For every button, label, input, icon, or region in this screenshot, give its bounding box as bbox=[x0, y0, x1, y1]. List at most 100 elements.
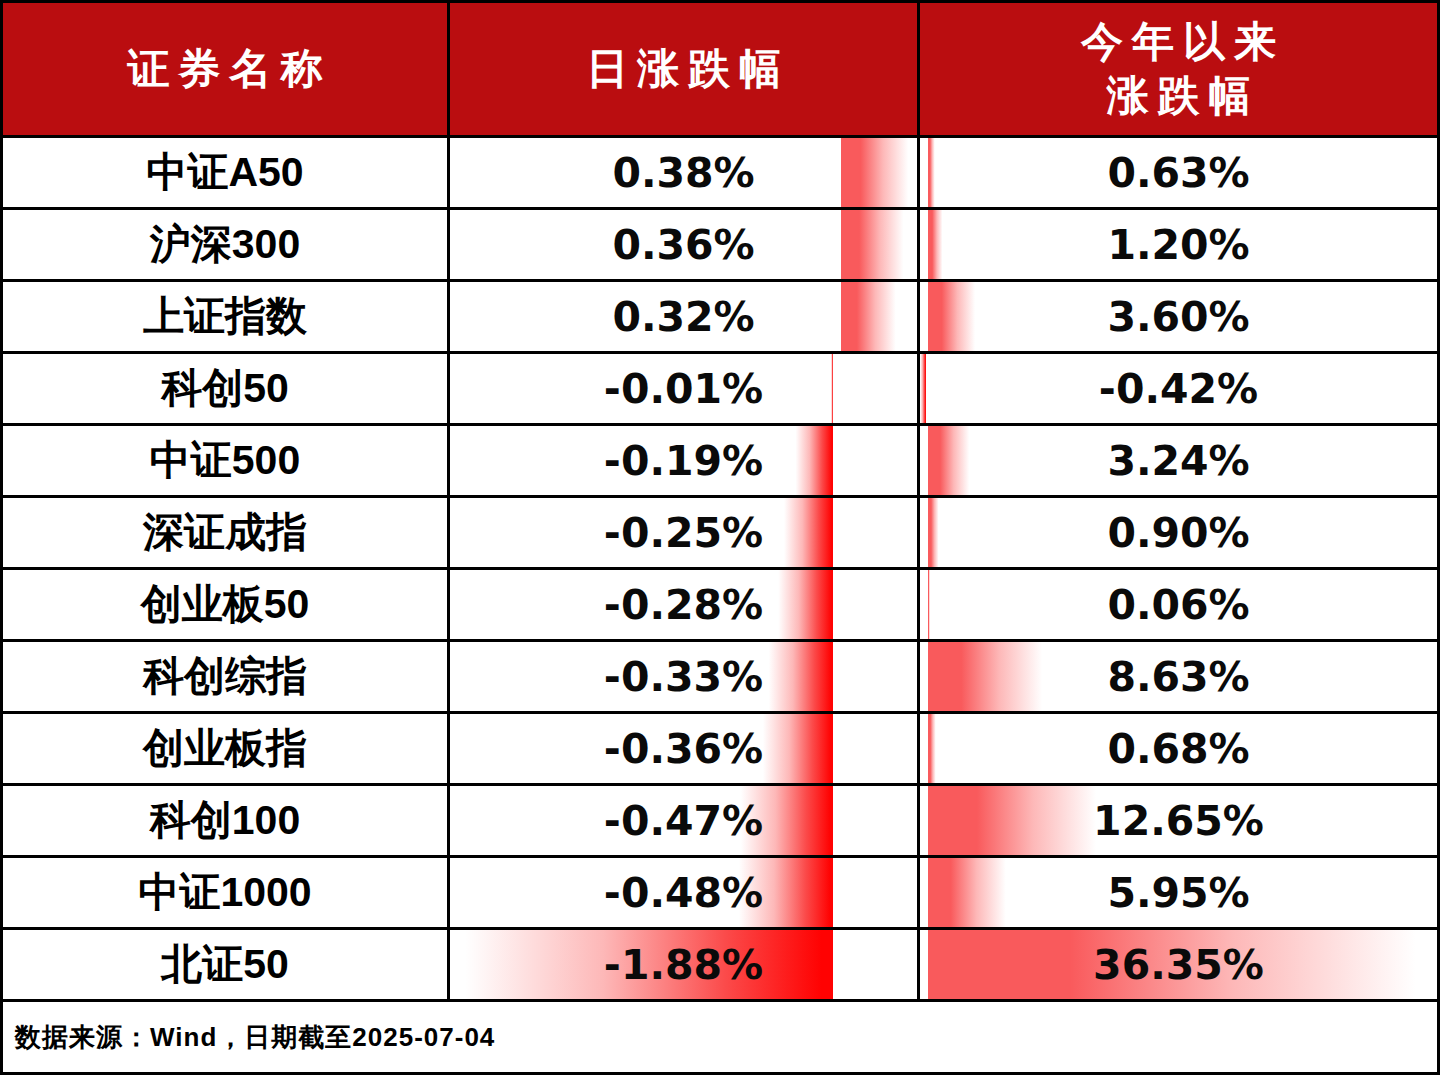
daily-change-cell: -0.01% bbox=[450, 354, 917, 423]
daily-change-cell: -0.48% bbox=[450, 858, 917, 927]
ytd-change-cell: 0.06% bbox=[920, 570, 1437, 639]
data-source-note: 数据来源：Wind，日期截至2025-07-04 bbox=[3, 1002, 1437, 1072]
security-name-label: 创业板指 bbox=[143, 721, 307, 776]
positive-data-bar bbox=[928, 714, 936, 783]
security-name-cell: 中证A50 bbox=[3, 138, 447, 207]
positive-data-bar bbox=[928, 858, 1009, 927]
daily-change-value: 0.36% bbox=[612, 221, 754, 269]
ytd-change-value: 0.68% bbox=[1107, 725, 1249, 773]
header-security-name: 证券名称 bbox=[3, 3, 447, 135]
daily-change-value: 0.32% bbox=[612, 293, 754, 341]
ytd-change-value: 0.06% bbox=[1107, 581, 1249, 629]
ytd-change-value: 12.65% bbox=[1093, 797, 1264, 845]
positive-data-bar bbox=[928, 282, 977, 351]
daily-change-value: -0.01% bbox=[604, 365, 763, 413]
security-name-cell: 中证500 bbox=[3, 426, 447, 495]
daily-change-value: 0.38% bbox=[612, 149, 754, 197]
security-name-label: 科创50 bbox=[161, 361, 289, 416]
ytd-change-value: 3.60% bbox=[1107, 293, 1249, 341]
security-name-label: 中证500 bbox=[150, 433, 300, 488]
security-name-cell: 科创100 bbox=[3, 786, 447, 855]
negative-data-bar bbox=[776, 570, 833, 639]
security-name-label: 中证1000 bbox=[138, 865, 311, 920]
ytd-change-cell: 0.68% bbox=[920, 714, 1437, 783]
negative-data-bar bbox=[831, 354, 833, 423]
security-name-cell: 中证1000 bbox=[3, 858, 447, 927]
ytd-change-cell: 0.90% bbox=[920, 498, 1437, 567]
ytd-change-cell: -0.42% bbox=[920, 354, 1437, 423]
security-name-label: 科创100 bbox=[150, 793, 300, 848]
security-name-label: 北证50 bbox=[161, 937, 289, 992]
positive-data-bar bbox=[841, 282, 898, 351]
daily-change-value: -0.28% bbox=[604, 581, 763, 629]
ytd-change-cell: 36.35% bbox=[920, 930, 1437, 999]
security-name-label: 创业板50 bbox=[141, 577, 310, 632]
header-daily-change: 日涨跌幅 bbox=[450, 3, 917, 135]
daily-change-cell: -0.33% bbox=[450, 642, 917, 711]
security-name-label: 深证成指 bbox=[143, 505, 307, 560]
daily-change-cell: -0.36% bbox=[450, 714, 917, 783]
positive-data-bar bbox=[928, 498, 939, 567]
daily-change-cell: -1.88% bbox=[450, 930, 917, 999]
ytd-change-cell: 0.63% bbox=[920, 138, 1437, 207]
ytd-change-cell: 3.60% bbox=[920, 282, 1437, 351]
positive-data-bar bbox=[928, 210, 943, 279]
security-name-cell: 科创50 bbox=[3, 354, 447, 423]
daily-change-cell: -0.25% bbox=[450, 498, 917, 567]
daily-change-cell: 0.32% bbox=[450, 282, 917, 351]
ytd-change-value: 36.35% bbox=[1093, 941, 1264, 989]
security-name-cell: 深证成指 bbox=[3, 498, 447, 567]
ytd-change-value: -0.42% bbox=[1099, 365, 1258, 413]
daily-change-cell: -0.19% bbox=[450, 426, 917, 495]
daily-change-cell: -0.28% bbox=[450, 570, 917, 639]
positive-data-bar bbox=[928, 570, 930, 639]
daily-change-value: -0.33% bbox=[604, 653, 763, 701]
daily-change-value: -0.36% bbox=[604, 725, 763, 773]
ytd-change-value: 5.95% bbox=[1107, 869, 1249, 917]
ytd-change-cell: 1.20% bbox=[920, 210, 1437, 279]
security-name-label: 科创综指 bbox=[143, 649, 307, 704]
header-ytd-change: 今年以来 涨跌幅 bbox=[920, 3, 1437, 135]
ytd-change-value: 3.24% bbox=[1107, 437, 1249, 485]
positive-data-bar bbox=[928, 426, 971, 495]
daily-change-cell: 0.38% bbox=[450, 138, 917, 207]
daily-change-value: -0.48% bbox=[604, 869, 763, 917]
ytd-change-cell: 8.63% bbox=[920, 642, 1437, 711]
ytd-change-value: 0.63% bbox=[1107, 149, 1249, 197]
positive-data-bar bbox=[928, 642, 1047, 711]
security-name-label: 沪深300 bbox=[150, 217, 300, 272]
daily-change-cell: -0.47% bbox=[450, 786, 917, 855]
negative-data-bar bbox=[794, 426, 833, 495]
ytd-change-value: 0.90% bbox=[1107, 509, 1249, 557]
security-name-cell: 创业板50 bbox=[3, 570, 447, 639]
daily-change-value: -0.47% bbox=[604, 797, 763, 845]
positive-data-bar bbox=[841, 138, 911, 207]
security-name-cell: 创业板指 bbox=[3, 714, 447, 783]
negative-data-bar bbox=[782, 498, 833, 567]
header-ytd-change-line1: 今年以来 bbox=[1081, 15, 1285, 69]
ytd-change-value: 1.20% bbox=[1107, 221, 1249, 269]
daily-change-value: -0.25% bbox=[604, 509, 763, 557]
positive-data-bar bbox=[841, 210, 906, 279]
security-name-label: 上证指数 bbox=[143, 289, 307, 344]
negative-data-bar bbox=[920, 354, 926, 423]
security-name-cell: 科创综指 bbox=[3, 642, 447, 711]
security-name-cell: 北证50 bbox=[3, 930, 447, 999]
ytd-change-cell: 3.24% bbox=[920, 426, 1437, 495]
ytd-change-cell: 12.65% bbox=[920, 786, 1437, 855]
positive-data-bar bbox=[928, 138, 935, 207]
security-name-label: 中证A50 bbox=[146, 145, 303, 200]
daily-change-value: -0.19% bbox=[604, 437, 763, 485]
ytd-change-cell: 5.95% bbox=[920, 858, 1437, 927]
security-name-cell: 上证指数 bbox=[3, 282, 447, 351]
index-performance-table: 证券名称 日涨跌幅 今年以来 涨跌幅 中证A50 0.38% 0.63% 沪深300 0… bbox=[0, 0, 1440, 1075]
negative-data-bar bbox=[766, 642, 833, 711]
ytd-change-value: 8.63% bbox=[1107, 653, 1249, 701]
daily-change-value: -1.88% bbox=[604, 941, 763, 989]
daily-change-cell: 0.36% bbox=[450, 210, 917, 279]
positive-data-bar bbox=[928, 786, 1103, 855]
header-ytd-change-line2: 涨跌幅 bbox=[1107, 69, 1260, 123]
negative-data-bar bbox=[760, 714, 833, 783]
security-name-cell: 沪深300 bbox=[3, 210, 447, 279]
header-daily-change-label: 日涨跌幅 bbox=[586, 42, 790, 96]
